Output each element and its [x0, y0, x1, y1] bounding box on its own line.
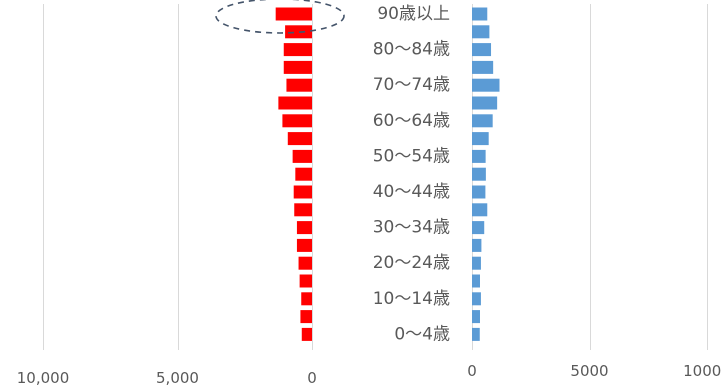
- right-axis-tick-label: 5000: [570, 362, 608, 380]
- right-bar: [472, 25, 490, 39]
- left-bar: [298, 256, 312, 270]
- age-label: 50〜54歳: [373, 146, 450, 166]
- right-bar: [472, 256, 481, 270]
- right-bar: [472, 221, 485, 235]
- age-label: 10〜14歳: [373, 289, 450, 309]
- left-bar: [294, 203, 312, 217]
- right-bar: [472, 78, 500, 92]
- right-bar: [472, 132, 489, 146]
- age-label: 40〜44歳: [373, 182, 450, 202]
- left-bar: [285, 25, 312, 39]
- right-bar: [472, 7, 488, 21]
- left-bar: [295, 167, 312, 181]
- left-axis-tick-label: 0: [307, 369, 317, 387]
- age-label: 80〜84歳: [373, 40, 450, 60]
- left-axis-tick-label: 10,000: [17, 369, 70, 387]
- right-bar: [472, 310, 480, 324]
- left-bar: [301, 292, 312, 306]
- right-bar: [472, 203, 488, 217]
- left-bar: [296, 221, 312, 235]
- left-bar: [282, 114, 312, 128]
- left-bar: [299, 274, 312, 288]
- age-label: 0〜4歳: [394, 324, 450, 344]
- age-label: 60〜64歳: [373, 111, 450, 131]
- right-bar: [472, 96, 498, 110]
- right-bar: [472, 149, 486, 163]
- right-bar: [472, 327, 480, 341]
- age-labels: 0〜4歳 10〜14歳 20〜24歳 30〜34歳 40〜44歳 50〜54歳 60〜64歳…: [373, 4, 450, 344]
- left-bar: [301, 327, 312, 341]
- age-label: 30〜34歳: [373, 218, 450, 238]
- left-bar: [292, 149, 312, 163]
- left-bar: [283, 43, 312, 57]
- left-bar: [287, 132, 312, 146]
- right-bar: [472, 274, 480, 288]
- right-bar: [472, 167, 486, 181]
- age-label: 90歳以上: [377, 4, 450, 24]
- right-bar: [472, 238, 482, 252]
- left-bar: [296, 238, 312, 252]
- annotations: [215, 0, 345, 34]
- right-bar: [472, 43, 492, 57]
- right-bar: [472, 60, 494, 74]
- left-bar: [283, 60, 312, 74]
- left-bar: [286, 78, 312, 92]
- left-bar: [275, 7, 312, 21]
- axis-tick-labels: 10,000 5,000 0 0 5000 10000: [17, 362, 721, 387]
- left-bar: [293, 185, 312, 199]
- right-axis-tick-label: 0: [467, 362, 477, 380]
- left-bar: [278, 96, 312, 110]
- right-bar: [472, 292, 481, 306]
- left-bar: [300, 310, 312, 324]
- right-bar: [472, 114, 493, 128]
- left-axis-tick-label: 5,000: [156, 369, 199, 387]
- age-label: 20〜24歳: [373, 253, 450, 273]
- annotation-dashed-ellipse: [215, 0, 345, 34]
- right-bar: [472, 185, 486, 199]
- age-label: 70〜74歳: [373, 75, 450, 95]
- right-axis-tick-label: 10000: [683, 362, 721, 380]
- bars: [275, 7, 500, 341]
